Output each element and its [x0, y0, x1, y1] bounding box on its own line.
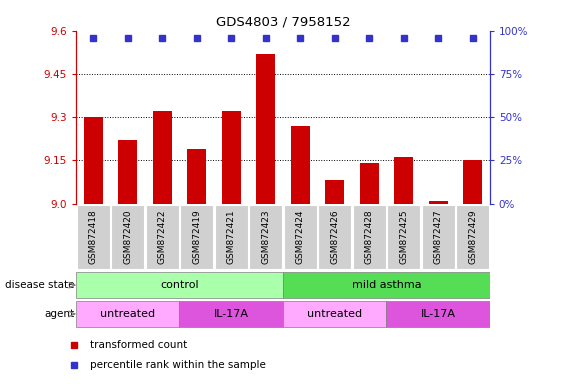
Text: GSM872418: GSM872418: [89, 210, 98, 265]
Text: GSM872423: GSM872423: [261, 210, 270, 265]
Bar: [386, 301, 490, 327]
Bar: [84, 117, 102, 204]
Bar: [422, 205, 455, 270]
Bar: [180, 301, 283, 327]
Text: untreated: untreated: [307, 309, 362, 319]
Bar: [283, 301, 386, 327]
Text: disease state: disease state: [5, 280, 74, 290]
Text: IL-17A: IL-17A: [421, 309, 455, 319]
Bar: [76, 301, 180, 327]
Text: IL-17A: IL-17A: [214, 309, 249, 319]
Text: GSM872420: GSM872420: [123, 210, 132, 265]
Text: agent: agent: [44, 309, 74, 319]
Bar: [387, 205, 420, 270]
Text: GSM872424: GSM872424: [296, 210, 305, 264]
Text: control: control: [160, 280, 199, 290]
Bar: [256, 54, 275, 204]
Text: GSM872426: GSM872426: [330, 210, 339, 265]
Bar: [284, 205, 317, 270]
Bar: [222, 111, 240, 204]
Bar: [180, 205, 213, 270]
Bar: [77, 205, 110, 270]
Text: GSM872429: GSM872429: [468, 210, 477, 265]
Bar: [456, 205, 489, 270]
Bar: [153, 111, 172, 204]
Bar: [146, 205, 179, 270]
Text: GSM872428: GSM872428: [365, 210, 374, 265]
Bar: [360, 163, 378, 204]
Text: GSM872422: GSM872422: [158, 210, 167, 264]
Bar: [111, 205, 144, 270]
Bar: [283, 272, 490, 298]
Bar: [325, 180, 344, 204]
Text: transformed count: transformed count: [91, 340, 187, 350]
Text: mild asthma: mild asthma: [351, 280, 421, 290]
Text: GSM872421: GSM872421: [227, 210, 236, 265]
Bar: [428, 201, 448, 204]
Bar: [76, 272, 283, 298]
Bar: [394, 157, 413, 204]
Bar: [215, 205, 248, 270]
Bar: [187, 149, 206, 204]
Text: GSM872425: GSM872425: [399, 210, 408, 265]
Bar: [463, 161, 482, 204]
Bar: [291, 126, 310, 204]
Bar: [249, 205, 282, 270]
Bar: [318, 205, 351, 270]
Title: GDS4803 / 7958152: GDS4803 / 7958152: [216, 15, 350, 28]
Text: untreated: untreated: [100, 309, 155, 319]
Text: GSM872419: GSM872419: [192, 210, 201, 265]
Text: GSM872427: GSM872427: [434, 210, 443, 265]
Text: percentile rank within the sample: percentile rank within the sample: [91, 360, 266, 370]
Bar: [118, 140, 137, 204]
Bar: [352, 205, 386, 270]
